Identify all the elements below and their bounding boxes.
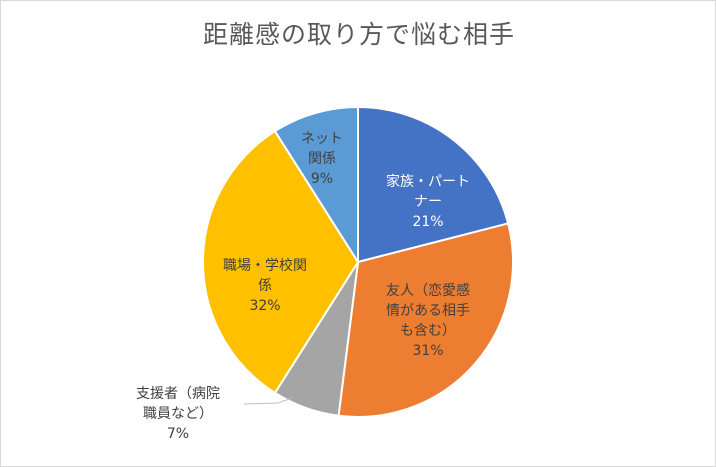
slice-label: 職場・学校関係 32% bbox=[223, 257, 307, 314]
slice-name: 情がある相手 bbox=[386, 303, 470, 319]
slice-percent: 7% bbox=[167, 426, 189, 442]
slice-name: も含む） bbox=[400, 323, 456, 339]
slice-percent: 32% bbox=[249, 298, 280, 314]
slice-percent: 9% bbox=[311, 171, 333, 187]
pie-slice bbox=[273, 105, 359, 266]
slice-label: 支援者（病院職員など） 7% bbox=[136, 386, 220, 442]
slice-name: 友人（恋愛感 bbox=[386, 282, 470, 299]
slice-name: 係 bbox=[258, 278, 272, 294]
slice-name: 支援者（病院 bbox=[136, 386, 220, 402]
slice-name: 職場・学校関 bbox=[223, 257, 307, 274]
chart-title: 距離感の取り方で悩む相手 bbox=[202, 20, 515, 49]
slice-label: 友人（恋愛感情がある相手も含む） 31% bbox=[386, 282, 470, 359]
slice-name: 家族・パート bbox=[386, 173, 470, 190]
slice-name: ナー bbox=[414, 194, 442, 210]
slice-label: 家族・パートナー 21% bbox=[386, 173, 470, 230]
slice-percent: 21% bbox=[412, 214, 443, 230]
slice-name: 職員など） bbox=[143, 406, 213, 422]
pie-slice bbox=[337, 222, 514, 419]
leader-line bbox=[243, 397, 293, 405]
slice-label: ネット関係 9% bbox=[301, 131, 343, 187]
slice-name: ネット bbox=[301, 131, 343, 147]
pie-slice bbox=[202, 129, 360, 395]
pie-slice bbox=[357, 105, 510, 264]
slice-name: 関係 bbox=[308, 151, 336, 167]
slice-percent: 31% bbox=[412, 343, 443, 359]
